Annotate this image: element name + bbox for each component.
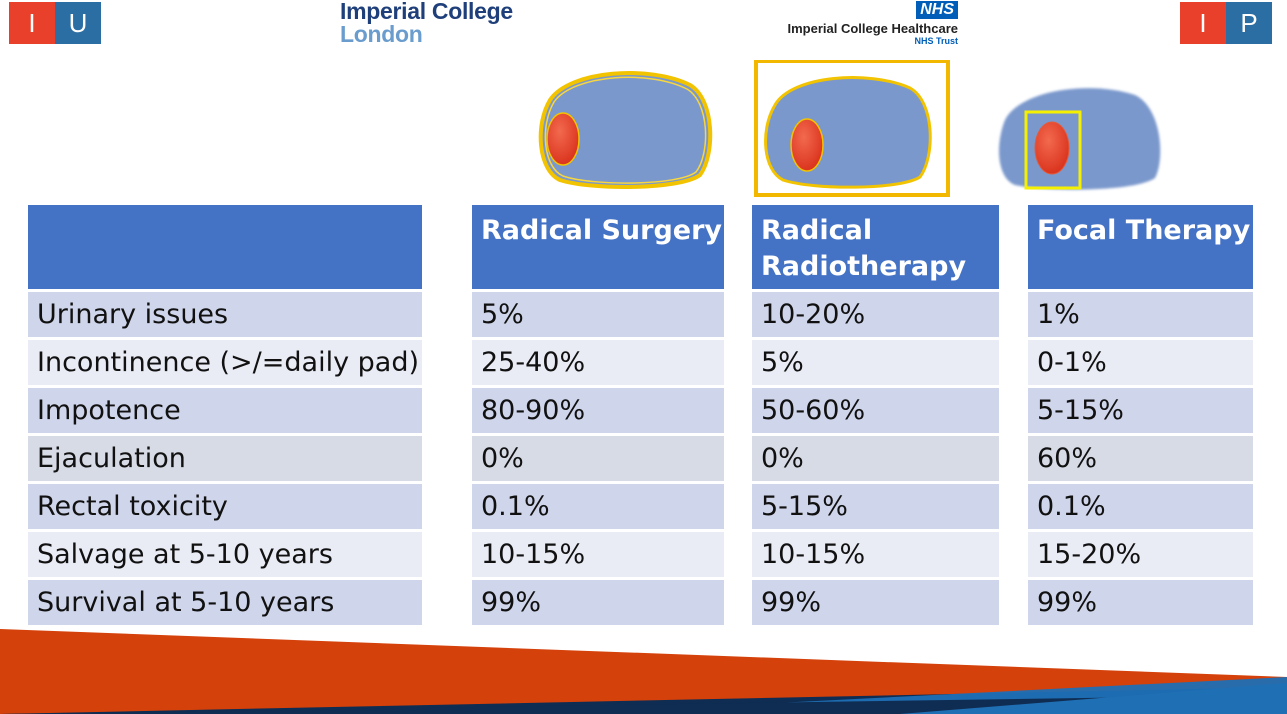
table-row-label: Urinary issues: [28, 292, 422, 337]
table-cell: 25-40%: [472, 340, 724, 385]
table-cell: 60%: [1028, 436, 1253, 481]
table-row-label: Incontinence (>/=daily pad): [28, 340, 422, 385]
table-cell: 5%: [472, 292, 724, 337]
prostate-diagrams: [538, 60, 1161, 197]
iu-logo-i: I: [9, 2, 55, 44]
table-cell: 50-60%: [752, 388, 999, 433]
table-cell: 15-20%: [1028, 532, 1253, 577]
nhs-trust: NHS Trust: [914, 36, 958, 46]
table-cell: 5-15%: [1028, 388, 1253, 433]
table-row-label: Salvage at 5-10 years: [28, 532, 422, 577]
table-header-surgery: Radical Surgery: [472, 205, 724, 289]
table-cell: 0%: [752, 436, 999, 481]
prostate-radiotherapy-icon: [754, 60, 950, 197]
table-cell: 10-20%: [752, 292, 999, 337]
iu-logo-u: U: [55, 2, 101, 44]
table-cell: 5-15%: [752, 484, 999, 529]
table-row-label: Impotence: [28, 388, 422, 433]
imperial-line2: London: [340, 21, 423, 47]
iu-logo: I U: [9, 2, 101, 44]
table-cell: 1%: [1028, 292, 1253, 337]
table-header-radiotherapy: Radical Radiotherapy: [752, 205, 999, 289]
table-cell: 99%: [472, 580, 724, 625]
table-row-label: Rectal toxicity: [28, 484, 422, 529]
nhs-logo: NHS Imperial College Healthcare NHS Trus…: [772, 1, 958, 46]
imperial-college-logo: Imperial College London: [340, 0, 513, 46]
nhs-name: Imperial College Healthcare: [787, 21, 958, 36]
table-row-label: Survival at 5-10 years: [28, 580, 422, 625]
table-cell: 0%: [472, 436, 724, 481]
prostate-surgery-icon: [538, 71, 713, 189]
imperial-line1: Imperial College: [340, 0, 513, 24]
table-cell: 99%: [1028, 580, 1253, 625]
table-header-focal: Focal Therapy: [1028, 205, 1253, 289]
ip-logo-i: I: [1180, 2, 1226, 44]
table-cell: 10-15%: [472, 532, 724, 577]
table-cell: 0-1%: [1028, 340, 1253, 385]
table-cell: 0.1%: [472, 484, 724, 529]
footer-band: [0, 629, 1287, 714]
prostate-focal-icon: [999, 88, 1161, 190]
table-row-label: Ejaculation: [28, 436, 422, 481]
table-cell: 0.1%: [1028, 484, 1253, 529]
table-cell: 5%: [752, 340, 999, 385]
table-header-blank: [28, 205, 422, 289]
nhs-badge: NHS: [916, 1, 958, 19]
ip-logo: I P: [1180, 2, 1272, 44]
ip-logo-p: P: [1226, 2, 1272, 44]
table-cell: 80-90%: [472, 388, 724, 433]
table-cell: 99%: [752, 580, 999, 625]
table-cell: 10-15%: [752, 532, 999, 577]
